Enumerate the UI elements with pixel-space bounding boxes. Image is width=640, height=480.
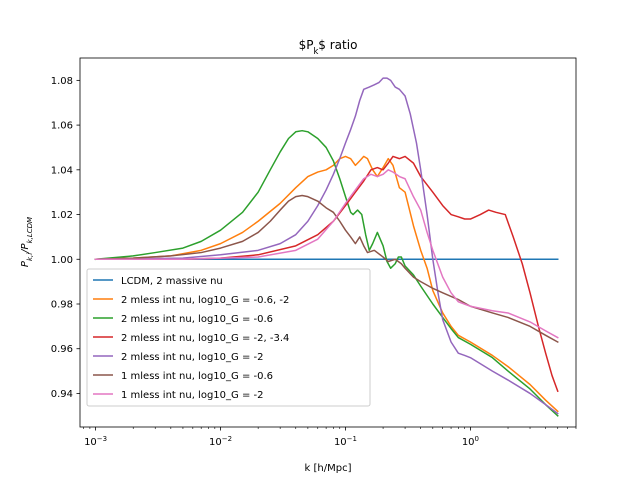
x-tick-label: 10−3 [84, 435, 107, 448]
legend-label-4: 2 mless int nu, log10_G = -2, -3.4 [121, 333, 289, 344]
legend-label-1: LCDM, 2 massive nu [121, 276, 223, 287]
x-tick-label: 100 [462, 435, 479, 448]
y-tick-label: 1.02 [51, 210, 73, 221]
y-axis-label: Pk,i/Pk,LCDM [20, 217, 34, 267]
legend-label-3: 2 mless int nu, log10_G = -0.6 [121, 314, 273, 325]
x-axis: 10−3 10−2 10−1 100 [83, 427, 577, 448]
y-tick-label: 0.94 [51, 389, 73, 400]
legend-label-6: 1 mless int nu, log10_G = -0.6 [121, 371, 273, 382]
y-tick-label: 0.98 [51, 300, 73, 311]
series-line-2 [94, 155, 559, 413]
plot-frame [79, 57, 577, 428]
series-line-5 [94, 77, 559, 415]
legend-label-7: 1 mless int nu, log10_G = -2 [121, 390, 264, 401]
chart-title: $Pk$ ratio [299, 38, 358, 56]
series-line-6 [94, 194, 559, 344]
y-tick-label: 1.00 [51, 255, 73, 266]
y-tick-label: 0.96 [51, 344, 73, 355]
y-tick-label: 1.06 [51, 121, 73, 132]
legend-label-2: 2 mless int nu, log10_G = -0.6, -2 [121, 295, 289, 306]
y-axis: 0.94 0.96 0.98 1.00 1.02 1.04 1.06 1.08 [51, 76, 80, 400]
plot-area [79, 57, 577, 428]
series-line-3 [94, 129, 559, 417]
series-line-7 [94, 169, 559, 339]
x-tick-label: 10−2 [209, 435, 232, 448]
y-tick-label: 1.08 [51, 76, 73, 87]
y-tick-label: 1.04 [51, 165, 73, 176]
legend-box [86, 268, 371, 407]
legend-label-5: 2 mless int nu, log10_G = -2 [121, 352, 264, 363]
x-axis-label: k [h/Mpc] [305, 463, 352, 474]
x-tick-label: 10−1 [334, 435, 357, 448]
legend: LCDM, 2 massive nu 2 mless int nu, log10_… [86, 268, 371, 407]
